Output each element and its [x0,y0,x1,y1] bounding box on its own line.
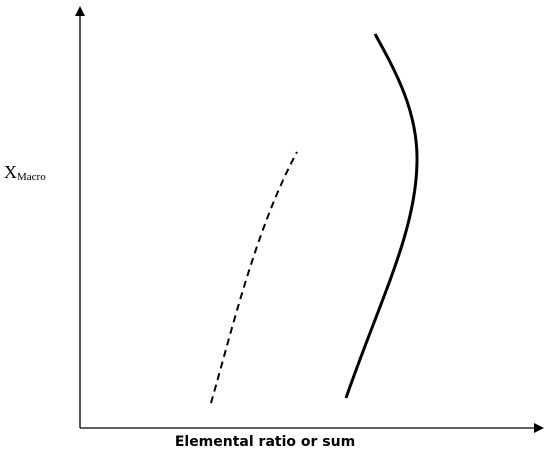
y-axis-subscript: Macro [17,171,46,183]
x-axis-label: Elemental ratio or sum [175,434,355,450]
y-axis-label: XMacro [4,162,46,183]
dashed-curve [210,151,298,404]
y-axis-symbol: X [4,162,17,182]
solid-curve [344,33,419,399]
